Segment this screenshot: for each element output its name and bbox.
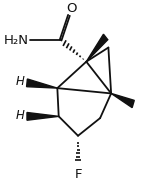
Text: H: H [16,75,25,89]
Polygon shape [86,34,108,62]
Polygon shape [27,79,57,88]
Polygon shape [27,112,59,120]
Polygon shape [111,93,134,108]
Text: F: F [74,168,82,181]
Text: H: H [16,109,25,122]
Text: O: O [66,2,76,15]
Text: H₂N: H₂N [3,34,28,47]
